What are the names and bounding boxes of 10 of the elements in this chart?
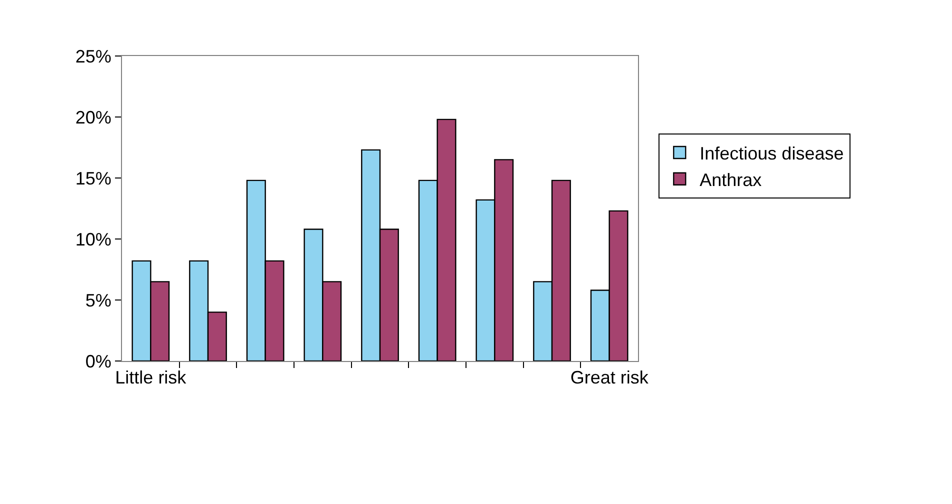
y-tick-label: 25% xyxy=(75,46,112,66)
legend-label: Infectious disease xyxy=(700,144,844,164)
y-tick-label: 0% xyxy=(85,351,112,372)
legend-label: Anthrax xyxy=(700,170,762,190)
y-tick-label: 20% xyxy=(75,107,112,128)
y-tick-label: 10% xyxy=(75,229,112,250)
x-tick-label: Great risk xyxy=(570,368,650,388)
y-tick-label: 15% xyxy=(75,168,112,188)
y-tick-label: 5% xyxy=(85,290,112,310)
x-tick-label: Little risk xyxy=(115,368,188,388)
